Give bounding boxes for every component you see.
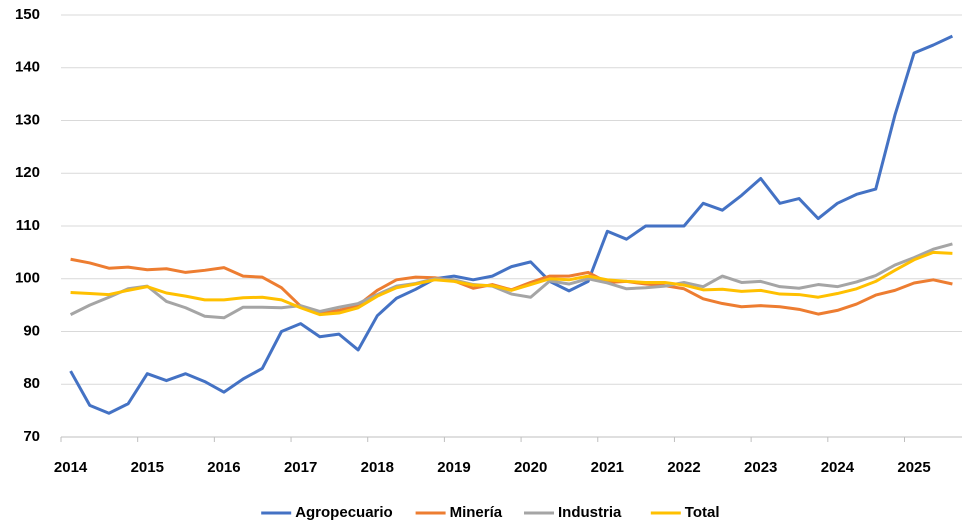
series-line (69, 242, 953, 320)
x-tick-label: 2018 (361, 459, 394, 476)
x-tick-label: 2019 (437, 459, 470, 476)
legend-label: Industria (558, 504, 622, 521)
y-tick-label: 70 (23, 428, 40, 445)
x-tick-label: 2014 (54, 459, 88, 476)
y-tick-label: 130 (15, 111, 40, 128)
y-tick-label: 90 (23, 322, 40, 339)
x-tick-label: 2022 (667, 459, 700, 476)
x-tick-label: 2021 (591, 459, 624, 476)
legend-label: Agropecuario (295, 504, 393, 521)
y-tick-label: 120 (15, 164, 40, 181)
y-tick-label: 150 (15, 6, 40, 23)
legend-label: Total (685, 504, 720, 521)
y-tick-label: 140 (15, 59, 40, 76)
x-tick-label: 2020 (514, 459, 547, 476)
y-tick-label: 100 (15, 270, 40, 287)
x-tick-label: 2025 (897, 459, 930, 476)
legend-label: Minería (450, 504, 503, 521)
x-tick-label: 2023 (744, 459, 777, 476)
x-tick-label: 2024 (821, 459, 855, 476)
series-line (69, 34, 954, 415)
x-tick-label: 2015 (131, 459, 164, 476)
x-tick-label: 2016 (207, 459, 240, 476)
y-tick-label: 80 (23, 375, 40, 392)
y-tick-label: 110 (16, 217, 40, 234)
x-tick-label: 2017 (284, 459, 317, 476)
series-line (70, 250, 953, 317)
